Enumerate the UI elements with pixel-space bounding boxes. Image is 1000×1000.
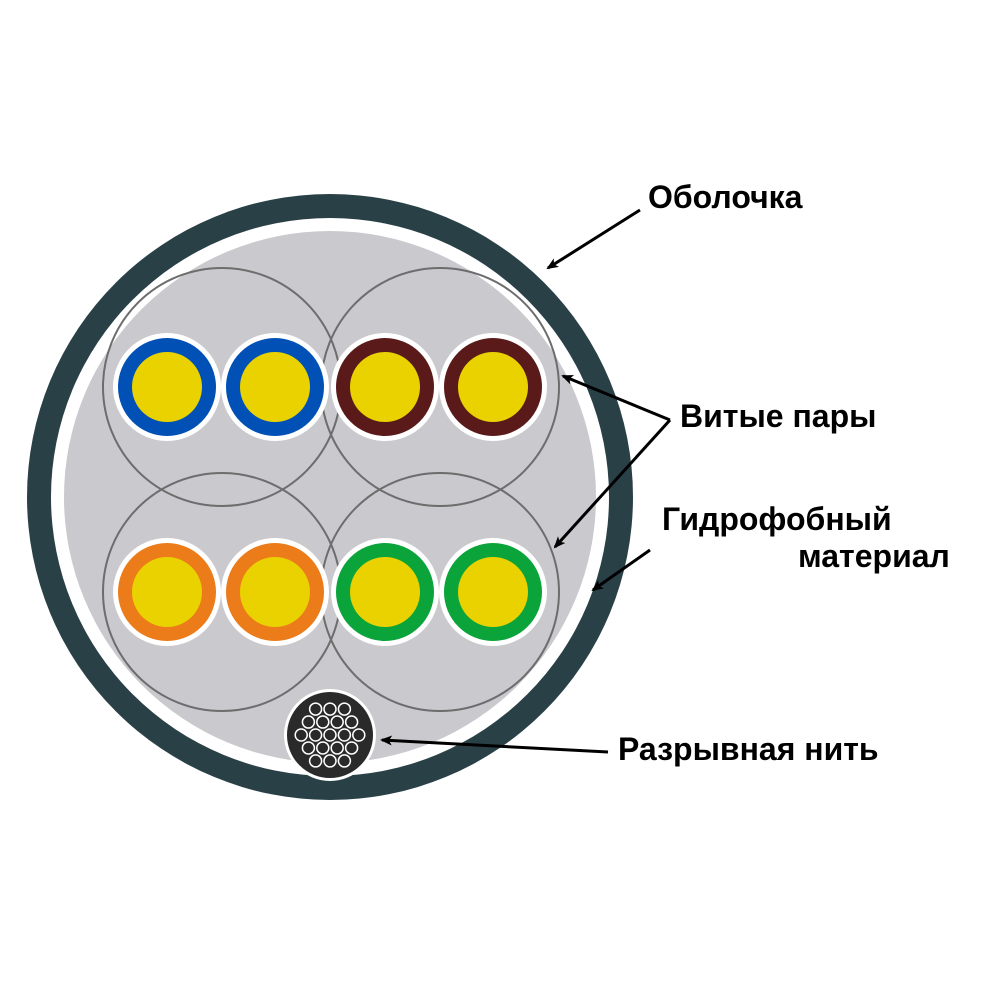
conductor-core <box>458 352 528 422</box>
conductor-core <box>350 352 420 422</box>
callout-arrow <box>548 210 640 268</box>
conductor-core <box>132 557 202 627</box>
conductor-core <box>132 352 202 422</box>
label-jacket: Оболочка <box>648 179 803 215</box>
conductor-core <box>240 557 310 627</box>
conductor-core <box>458 557 528 627</box>
conductor-core <box>240 352 310 422</box>
ripcord <box>288 693 372 777</box>
label-hydrophobic-2: материал <box>798 538 950 574</box>
label-hydrophobic: Гидрофобный <box>662 501 892 537</box>
label-ripcord: Разрывная нить <box>618 731 879 767</box>
conductor-core <box>350 557 420 627</box>
label-pairs: Витые пары <box>680 398 876 434</box>
